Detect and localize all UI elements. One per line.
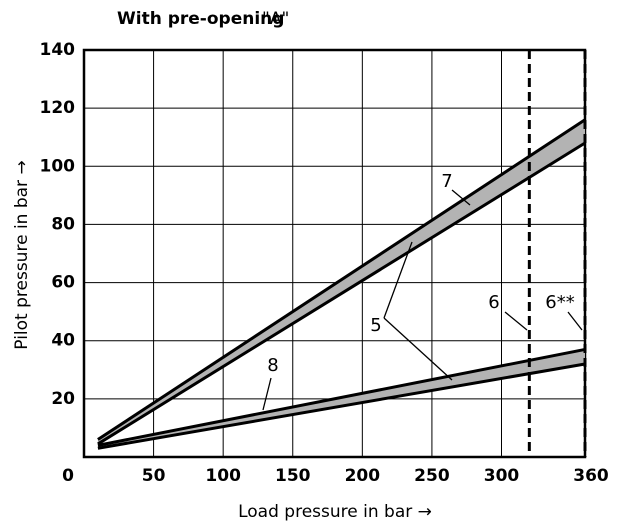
y-tick-label: 80 [51, 214, 75, 234]
band-edge [97, 118, 586, 441]
y-tick-label: 100 [40, 156, 76, 176]
y-axis-label: Pilot pressure in bar → [12, 160, 32, 349]
y-tick-label: 140 [40, 40, 76, 60]
x-tick-label: 300 [484, 466, 520, 486]
annotation: 5 [370, 315, 381, 336]
x-tick-label: 250 [414, 466, 450, 486]
annotation: 7 [441, 171, 452, 192]
plot-frame [82, 48, 587, 459]
leader-lines [262, 189, 583, 411]
y-tick-label: 120 [40, 98, 76, 118]
x-tick-label: 100 [205, 466, 241, 486]
annotation: 8 [267, 355, 278, 376]
band-edge [97, 347, 586, 447]
annotation: 6** [545, 292, 574, 313]
chart-title: With pre-opening [117, 9, 284, 29]
x-tick-label: 0 [62, 466, 74, 486]
x-axis-label: Load pressure in bar → [238, 502, 432, 522]
y-tick-label: 60 [51, 273, 75, 293]
x-tick-label: 150 [275, 466, 311, 486]
y-tick-label: 40 [51, 331, 75, 351]
band-edge [97, 141, 586, 446]
y-tick-label: 20 [51, 389, 75, 409]
chart-title-suffix: "A" [262, 9, 289, 29]
band-edge [97, 362, 586, 450]
x-tick-label: 360 [573, 466, 609, 486]
x-tick-label: 50 [142, 466, 166, 486]
x-tick-label: 200 [345, 466, 381, 486]
annotation: 6 [488, 292, 499, 313]
